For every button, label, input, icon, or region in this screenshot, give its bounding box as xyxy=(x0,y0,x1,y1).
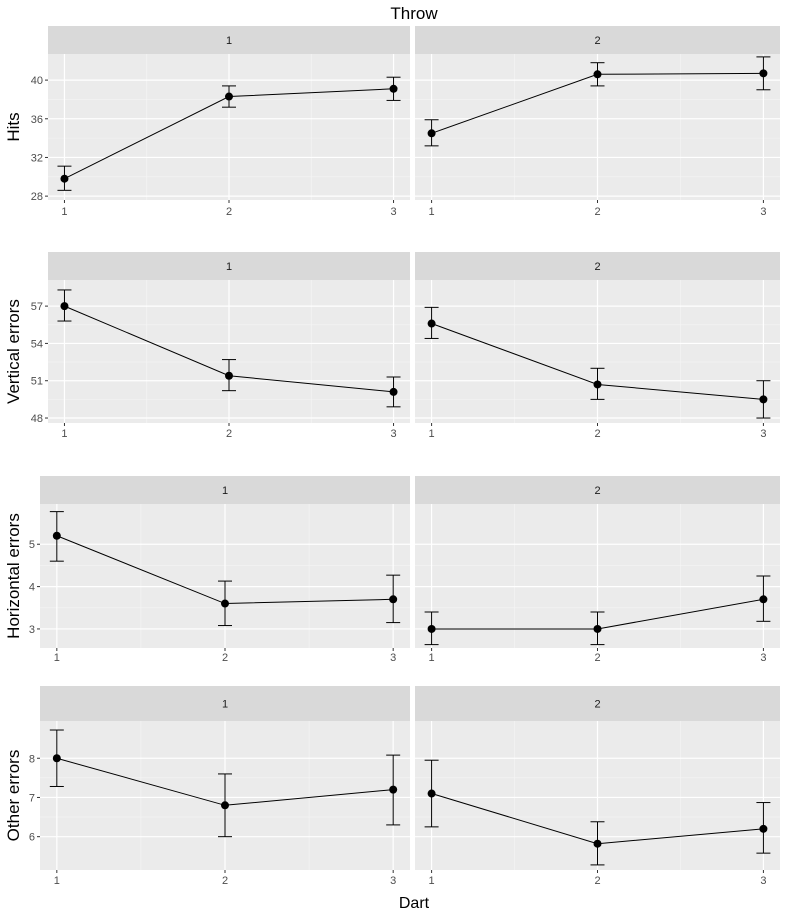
y-tick-label: 28 xyxy=(31,191,43,203)
x-tick-label: 3 xyxy=(760,652,766,664)
y-tick-label: 40 xyxy=(31,75,43,87)
x-tick-label: 2 xyxy=(594,875,600,887)
x-tick-label: 1 xyxy=(54,875,60,887)
x-tick-label: 3 xyxy=(760,428,766,440)
y-tick-label: 6 xyxy=(29,832,35,844)
y-tick-label: 7 xyxy=(29,792,35,804)
facet-row-3: Horizontal errors 3 4 5 1 1 2 3 2 1 2 3 xyxy=(4,476,780,664)
facet-panel-2-2: 2 1 2 3 xyxy=(415,252,780,440)
y-tick-label: 32 xyxy=(31,152,43,164)
facet-row-4: Other errors 6 7 8 1 1 2 3 2 1 2 3 xyxy=(4,686,780,887)
y-axis-title: Hits xyxy=(4,112,23,141)
x-tick-label: 1 xyxy=(61,428,67,440)
y-tick-label: 57 xyxy=(31,301,43,313)
data-point xyxy=(60,174,69,183)
data-point xyxy=(221,599,229,608)
facet-panel-2-1: 1 1 2 3 xyxy=(48,252,410,440)
data-point xyxy=(60,302,69,311)
y-tick-label: 4 xyxy=(29,582,35,594)
data-point xyxy=(389,387,398,396)
y-axis-title: Horizontal errors xyxy=(4,513,23,639)
facet-strip xyxy=(415,476,780,504)
x-tick-label: 2 xyxy=(226,206,232,218)
facet-strip-label: 2 xyxy=(594,261,600,273)
data-point xyxy=(225,92,233,101)
facet-panel-4-2: 2 1 2 3 xyxy=(415,686,780,887)
x-tick-label: 2 xyxy=(594,652,600,664)
x-tick-label: 3 xyxy=(760,875,766,887)
y-tick-label: 51 xyxy=(31,376,43,388)
y-tick-label: 8 xyxy=(29,753,35,765)
data-point xyxy=(389,785,398,794)
facet-panel-3-2: 2 1 2 3 xyxy=(415,476,780,664)
x-tick-label: 3 xyxy=(760,206,766,218)
x-tick-label: 3 xyxy=(390,206,396,218)
facet-strip-label: 1 xyxy=(226,35,232,47)
y-tick-label: 48 xyxy=(31,413,43,425)
facet-strip-label: 2 xyxy=(594,35,600,47)
y-tick-label: 36 xyxy=(31,114,43,126)
facet-strip xyxy=(415,686,780,721)
facet-row-2: Vertical errors 48 51 54 57 1 1 2 3 2 1 2 3 xyxy=(4,252,780,440)
x-tick-label: 3 xyxy=(390,875,396,887)
data-point xyxy=(593,839,602,848)
data-point xyxy=(593,624,602,633)
data-point xyxy=(759,395,768,404)
x-tick-label: 2 xyxy=(594,206,600,218)
data-point xyxy=(221,801,229,810)
facet-panel-1-1: 1 1 2 3 xyxy=(48,26,410,218)
x-axis-title: Dart xyxy=(399,895,430,912)
y-axis-title: Other errors xyxy=(4,750,23,842)
x-tick-label: 1 xyxy=(429,875,435,887)
y-tick-label: 3 xyxy=(29,624,35,636)
data-point xyxy=(593,380,602,389)
x-tick-label: 3 xyxy=(390,428,396,440)
facet-strip-label: 1 xyxy=(222,485,228,497)
x-tick-label: 1 xyxy=(429,428,435,440)
data-point xyxy=(427,789,436,798)
facet-strip xyxy=(40,476,410,504)
data-point xyxy=(759,69,768,78)
y-axis-title: Vertical errors xyxy=(4,299,23,404)
data-point xyxy=(225,371,233,380)
data-point xyxy=(52,531,61,540)
facet-strip xyxy=(48,252,410,280)
x-tick-label: 1 xyxy=(61,206,67,218)
x-tick-label: 3 xyxy=(390,652,396,664)
facet-strip xyxy=(415,26,780,54)
data-point xyxy=(593,70,602,79)
facet-strip-label: 2 xyxy=(594,699,600,711)
y-tick-label: 54 xyxy=(31,338,43,350)
data-point xyxy=(427,129,436,138)
facet-strip xyxy=(415,252,780,280)
facet-panel-1-2: 2 1 2 3 xyxy=(415,26,780,218)
data-point xyxy=(389,595,398,604)
facet-strip-label: 1 xyxy=(222,699,228,711)
data-point xyxy=(389,84,398,93)
facet-strip xyxy=(48,26,410,54)
facet-panel-4-1: 1 1 2 3 xyxy=(40,686,410,887)
x-tick-label: 1 xyxy=(54,652,60,664)
x-tick-label: 1 xyxy=(429,206,435,218)
facet-strip-label: 2 xyxy=(594,485,600,497)
data-point xyxy=(52,754,61,763)
data-point xyxy=(427,319,436,328)
x-tick-label: 2 xyxy=(594,428,600,440)
data-point xyxy=(759,824,768,833)
x-tick-label: 1 xyxy=(429,652,435,664)
x-tick-label: 2 xyxy=(222,875,228,887)
facet-panel-3-1: 1 1 2 3 xyxy=(40,476,410,664)
data-point xyxy=(759,595,768,604)
x-tick-label: 2 xyxy=(226,428,232,440)
facet-strip xyxy=(40,686,410,721)
y-tick-label: 5 xyxy=(29,539,35,551)
data-point xyxy=(427,624,436,633)
top-title: Throw xyxy=(390,4,438,23)
facet-strip-label: 1 xyxy=(226,261,232,273)
x-tick-label: 2 xyxy=(222,652,228,664)
